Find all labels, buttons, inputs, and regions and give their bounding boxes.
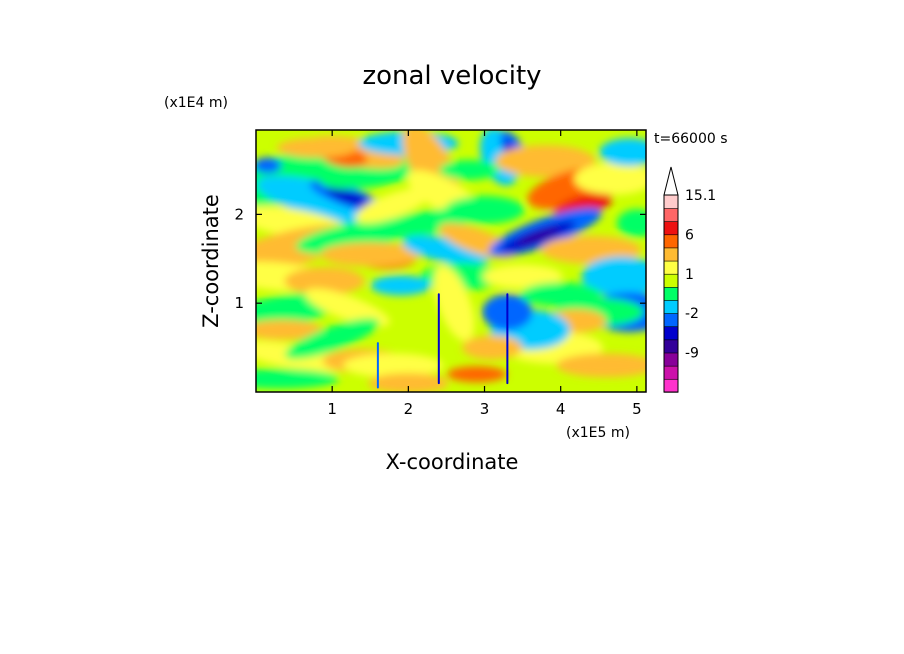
colorbar-label: 15.1	[685, 188, 716, 204]
field-patch	[320, 242, 421, 267]
field-patch	[374, 208, 473, 238]
colorbar: 15.1 6 1 -2 -9	[663, 166, 716, 393]
field-patch	[256, 319, 323, 340]
x-tick-label: 2	[404, 400, 414, 418]
field-patch	[495, 145, 596, 178]
field-patch	[355, 187, 431, 224]
field-patch	[276, 137, 357, 158]
colorbar-frame	[663, 194, 679, 393]
x-unit-label: (x1E5 m)	[566, 425, 630, 441]
colorbar-segment	[663, 220, 679, 236]
colorbar-segment	[663, 365, 679, 380]
field-patch	[284, 266, 365, 295]
colorbar-segment	[663, 312, 679, 328]
field-patch	[446, 366, 507, 383]
chart-title: zonal velocity	[362, 61, 541, 91]
heatmap-field	[256, 130, 646, 392]
field-patch	[599, 138, 646, 167]
field-patch	[285, 318, 380, 360]
heatmap-blobs	[256, 130, 646, 392]
field-patch	[433, 265, 475, 342]
field-patch	[304, 288, 390, 327]
colorbar-extend-arrow	[663, 166, 679, 196]
colorbar-label: -9	[685, 346, 699, 362]
x-tick-label: 4	[556, 400, 566, 418]
x-tick-label: 5	[632, 400, 642, 418]
field-patch	[326, 187, 369, 207]
field-patch	[402, 235, 491, 265]
field-patch	[517, 228, 559, 245]
x-ticks: 1 2 3 4 5	[327, 130, 642, 418]
colorbar-segment	[663, 352, 679, 367]
colorbar-segment	[663, 326, 679, 341]
colorbar-segment	[663, 378, 679, 393]
plot-frame	[255, 129, 647, 393]
x-tick-label: 3	[480, 400, 490, 418]
colorbar-segment	[663, 207, 679, 222]
field-patch	[256, 157, 282, 174]
colorbar-label: -2	[685, 306, 699, 322]
colorbar-segment	[663, 247, 679, 262]
field-patch	[370, 275, 431, 296]
field-patch	[520, 282, 601, 307]
field-patch	[256, 368, 339, 389]
colorbar-segment	[663, 339, 679, 354]
field-patch	[462, 335, 523, 360]
field-patch	[482, 264, 563, 289]
time-label: t=66000 s	[654, 131, 728, 147]
colorbar-label: 6	[685, 227, 694, 243]
field-patch	[556, 353, 646, 378]
field-patch	[343, 353, 444, 378]
y-axis-label: Z-coordinate	[199, 194, 223, 328]
field-patch	[439, 159, 500, 180]
heatmap-streaks	[376, 293, 509, 389]
y-tick-label: 2	[234, 205, 244, 223]
colorbar-segment	[663, 234, 679, 249]
field-patch	[444, 195, 525, 224]
x-axis-label: X-coordinate	[386, 450, 519, 474]
field-patch	[616, 209, 646, 238]
colorbar-label: 1	[685, 267, 694, 283]
colorbar-segment	[663, 260, 679, 275]
field-patch	[581, 256, 646, 297]
field-patch	[256, 293, 339, 331]
colorbar-segment	[663, 286, 679, 301]
colorbar-segment	[663, 273, 679, 288]
y-unit-label: (x1E4 m)	[164, 95, 228, 111]
y-tick-label: 1	[234, 294, 244, 312]
field-patch	[368, 373, 449, 392]
colorbar-segment	[663, 299, 679, 314]
x-tick-label: 1	[327, 400, 337, 418]
colorbar-segment	[663, 194, 679, 209]
field-patch	[574, 162, 646, 195]
y-ticks: 12	[234, 205, 646, 312]
